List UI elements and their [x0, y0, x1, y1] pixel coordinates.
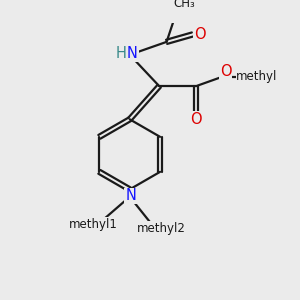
- Text: N: N: [125, 188, 136, 203]
- Text: methyl2: methyl2: [136, 222, 185, 235]
- Text: CH₃: CH₃: [173, 0, 195, 10]
- Text: O: O: [194, 27, 206, 42]
- Text: N: N: [127, 46, 138, 62]
- Text: O: O: [190, 112, 202, 127]
- Text: methyl1: methyl1: [68, 218, 117, 231]
- Text: H: H: [116, 46, 127, 62]
- Text: methyl: methyl: [236, 70, 278, 83]
- Text: O: O: [220, 64, 231, 79]
